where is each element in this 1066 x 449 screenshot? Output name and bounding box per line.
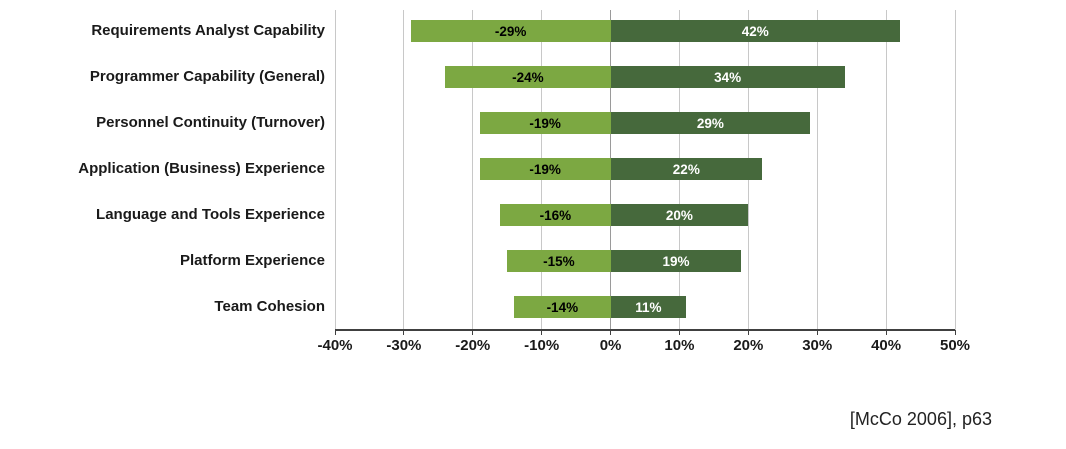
gridline: [885, 10, 887, 330]
category-label: Application (Business) Experience: [78, 160, 325, 177]
axis-tick-mark: [541, 330, 543, 335]
x-tick-label: -20%: [455, 337, 491, 354]
axis-tick-mark: [954, 330, 956, 335]
positive-bar: 11%: [610, 296, 687, 318]
axis-tick-mark: [334, 330, 336, 335]
citation: [McCo 2006], p63: [849, 409, 992, 429]
axis-tick-mark: [403, 330, 405, 335]
axis-tick-mark: [816, 330, 818, 335]
x-tick-label: 20%: [733, 337, 764, 354]
axis-tick-mark: [885, 330, 887, 335]
axis-tick-mark: [610, 330, 612, 335]
x-tick-label: -40%: [317, 337, 353, 354]
x-tick-label: 50%: [939, 337, 971, 354]
x-tick-label: -10%: [524, 337, 560, 354]
x-tick-label: 40%: [871, 337, 902, 354]
negative-bar: -24%: [445, 66, 611, 88]
x-tick-label: 30%: [802, 337, 833, 354]
x-tick-label: -30%: [386, 337, 422, 354]
category-label: Language and Tools Experience: [96, 206, 325, 223]
negative-bar: -29%: [410, 20, 611, 42]
negative-bar: -15%: [507, 250, 611, 272]
x-axis-line: [335, 329, 955, 331]
axis-tick-mark: [678, 330, 680, 335]
axis-tick-mark: [747, 330, 749, 335]
category-label: Programmer Capability (General): [89, 68, 325, 85]
positive-bar: 42%: [610, 20, 900, 42]
negative-bar: -16%: [500, 204, 611, 226]
gridline: [403, 10, 405, 330]
negative-bar: -19%: [479, 158, 611, 180]
positive-bar: 34%: [610, 66, 845, 88]
category-label: Platform Experience: [179, 252, 325, 269]
negative-bar: -14%: [514, 296, 611, 318]
category-label: Team Cohesion: [214, 298, 325, 315]
category-label: Personnel Continuity (Turnover): [96, 114, 325, 131]
gridline: [334, 10, 336, 330]
x-tick-label: 10%: [664, 337, 695, 354]
category-label: Requirements Analyst Capability: [91, 22, 325, 39]
tornado-chart: -40% -30% -20% -10% 0% 10% 20% 30% 40% 50% Require…: [78, 10, 971, 354]
positive-bar: 29%: [610, 112, 811, 134]
positive-bar: 19%: [610, 250, 742, 272]
gridline: [472, 10, 474, 330]
gridline: [954, 10, 956, 330]
negative-bar: -19%: [479, 112, 611, 134]
positive-bar: 22%: [610, 158, 763, 180]
gridline: [816, 10, 818, 330]
positive-bar: 20%: [610, 204, 749, 226]
x-tick-label: 0%: [599, 337, 622, 354]
axis-tick-mark: [472, 330, 474, 335]
